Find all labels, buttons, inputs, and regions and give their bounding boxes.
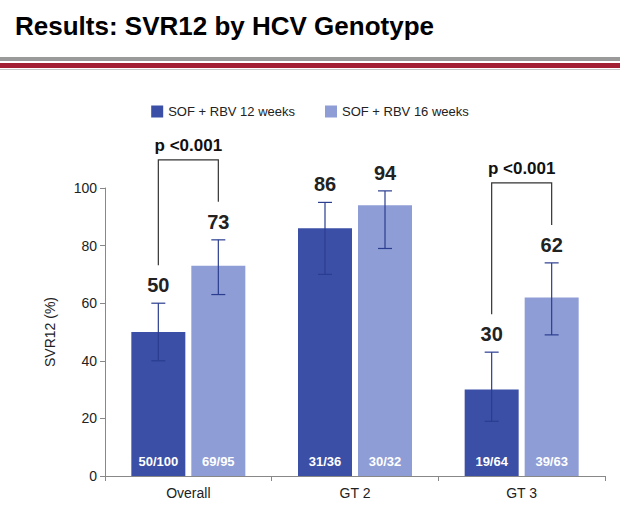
svg-text:39/63: 39/63	[535, 454, 568, 469]
svg-text:50: 50	[147, 274, 169, 296]
svg-text:SOF + RBV 16 weeks: SOF + RBV 16 weeks	[342, 104, 469, 119]
svg-text:p <0.001: p <0.001	[155, 136, 223, 155]
svg-text:80: 80	[81, 238, 97, 254]
svg-text:GT 2: GT 2	[340, 485, 371, 501]
svg-text:40: 40	[81, 353, 97, 369]
svg-text:SOF + RBV 12 weeks: SOF + RBV 12 weeks	[168, 104, 295, 119]
svg-text:SVR12 (%): SVR12 (%)	[42, 297, 58, 367]
svg-text:62: 62	[541, 234, 563, 256]
svg-text:86: 86	[314, 173, 336, 195]
svg-text:Overall: Overall	[166, 485, 210, 501]
svg-text:94: 94	[374, 162, 397, 184]
svg-text:30: 30	[481, 323, 503, 345]
svg-text:73: 73	[207, 211, 229, 233]
svg-text:50/100: 50/100	[138, 454, 178, 469]
svg-text:60: 60	[81, 295, 97, 311]
svg-text:0: 0	[89, 468, 97, 484]
svg-text:69/95: 69/95	[202, 454, 235, 469]
svg-text:31/36: 31/36	[309, 454, 342, 469]
svg-text:100: 100	[74, 180, 98, 196]
svg-text:GT 3: GT 3	[506, 485, 537, 501]
svg-text:20: 20	[81, 410, 97, 426]
svg-text:Results: SVR12 by HCV Genotype: Results: SVR12 by HCV Genotype	[15, 11, 434, 41]
svg-text:19/64: 19/64	[475, 454, 508, 469]
svg-text:p <0.001: p <0.001	[488, 159, 556, 178]
svg-text:30/32: 30/32	[369, 454, 402, 469]
